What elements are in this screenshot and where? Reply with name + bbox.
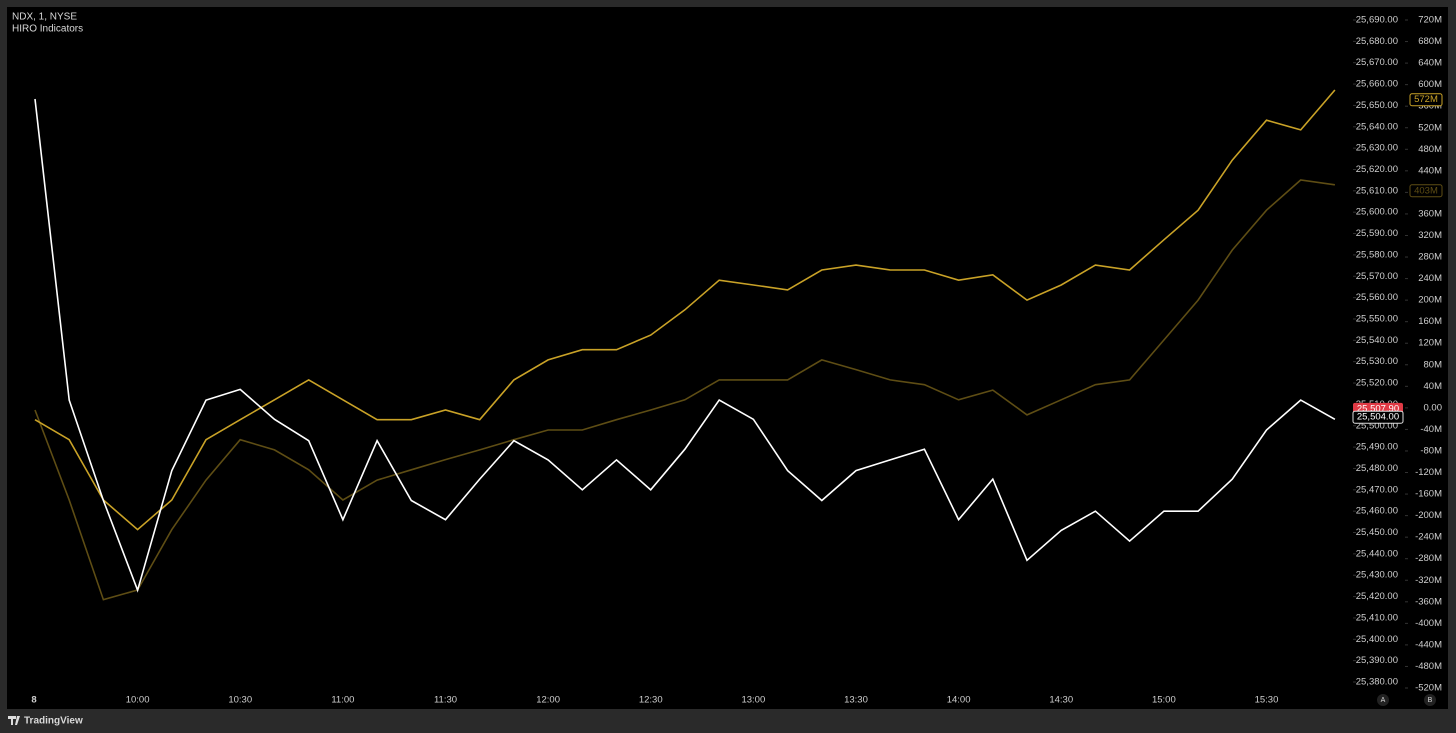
y-tick-label: 25,450.00 — [1356, 527, 1398, 538]
x-tick-label: 11:30 — [434, 695, 457, 706]
y-tick-label: 25,650.00 — [1356, 100, 1398, 111]
y-tick-label: 25,570.00 — [1356, 271, 1398, 282]
y2-tick-label: 520M — [1418, 122, 1442, 133]
y2-tick-label: 600M — [1418, 79, 1442, 90]
y-tick-label: 25,500.00 — [1356, 420, 1398, 431]
chart-area — [7, 7, 1448, 709]
price-line-label: 25,504.00 — [1357, 412, 1399, 423]
y-tick-label: 25,490.00 — [1356, 442, 1398, 453]
y-tick-label: 25,680.00 — [1356, 36, 1398, 47]
y2-tick-label: 720M — [1418, 15, 1442, 26]
price-line-box — [1352, 410, 1404, 424]
y2-tick-label: 0.00 — [1424, 402, 1443, 413]
series-line — [34, 179, 1336, 601]
x-tick-label: 13:00 — [741, 695, 765, 706]
y-tick-label: 25,460.00 — [1356, 506, 1398, 517]
y-tick-label: 25,540.00 — [1356, 335, 1398, 346]
x-tick-label: 12:00 — [536, 695, 560, 706]
y2-tick-label: 120M — [1418, 338, 1442, 349]
series-line — [34, 89, 1336, 531]
y-tick-label: 25,410.00 — [1356, 612, 1398, 623]
y-tick-label: 25,560.00 — [1356, 292, 1398, 303]
y2-tick-label: -480M — [1415, 661, 1442, 672]
last-value-label: 25,507.90 — [1357, 403, 1399, 414]
y-tick-label: 25,670.00 — [1356, 57, 1398, 68]
y-tick-label: 25,400.00 — [1356, 634, 1398, 645]
brand[interactable]: TradingView — [24, 716, 83, 727]
x-tick-label: 10:30 — [228, 695, 252, 706]
date-label: 8 — [31, 695, 36, 706]
y2-tick-label: 80M — [1424, 359, 1443, 370]
y-tick-label: 25,620.00 — [1356, 164, 1398, 175]
footer-bar — [0, 709, 1456, 733]
y-tick-label: 25,480.00 — [1356, 463, 1398, 474]
y-tick-label: 25,420.00 — [1356, 591, 1398, 602]
y2-tick-label: 160M — [1418, 316, 1442, 327]
y2-tick-label: 40M — [1424, 381, 1443, 392]
y2-tick-label: 240M — [1418, 273, 1442, 284]
x-tick-label: 13:30 — [844, 695, 868, 706]
y-tick-label: 25,470.00 — [1356, 484, 1398, 495]
y-tick-label: 25,440.00 — [1356, 548, 1398, 559]
y-tick-label: 25,590.00 — [1356, 228, 1398, 239]
last-value-box — [1409, 93, 1443, 107]
y-tick-label: 25,600.00 — [1356, 207, 1398, 218]
last-value-box — [1409, 184, 1443, 198]
y2-tick-label: 320M — [1418, 230, 1442, 241]
y2-tick-label: 680M — [1418, 36, 1442, 47]
y2-tick-label: 640M — [1418, 58, 1442, 69]
y2-tick-label: -440M — [1415, 639, 1442, 650]
y-tick-label: 25,520.00 — [1356, 378, 1398, 389]
y2-tick-label: -400M — [1415, 618, 1442, 629]
x-tick-label: 14:30 — [1049, 695, 1073, 706]
y2-tick-label: -280M — [1415, 553, 1442, 564]
y2-tick-label: -320M — [1415, 575, 1442, 586]
y-tick-label: 25,690.00 — [1356, 15, 1398, 26]
x-tick-label: 11:00 — [331, 695, 354, 706]
y2-tick-label: 280M — [1418, 252, 1442, 263]
y2-tick-label: -120M — [1415, 467, 1442, 478]
button-bg[interactable] — [1377, 694, 1389, 706]
y2-tick-label: -200M — [1415, 510, 1442, 521]
last-value-label: 403M — [1414, 185, 1438, 196]
y2-tick-label: 200M — [1418, 295, 1442, 306]
x-tick-label: 10:00 — [126, 695, 150, 706]
y-tick-label: 25,380.00 — [1356, 677, 1398, 688]
y2-tick-label: 480M — [1418, 144, 1442, 155]
button-bg[interactable] — [1424, 694, 1436, 706]
y2-tick-label: -80M — [1420, 445, 1442, 456]
y-tick-label: 25,430.00 — [1356, 570, 1398, 581]
y2-tick-label: -240M — [1415, 532, 1442, 543]
y2-tick-label: -520M — [1415, 683, 1442, 694]
y2-tick-label: -40M — [1420, 424, 1442, 435]
y2-tick-label: -160M — [1415, 489, 1442, 500]
last-value-label: 572M — [1414, 94, 1438, 105]
tv-logo — [8, 716, 20, 725]
series-line — [34, 98, 1336, 593]
y-tick-label: 25,610.00 — [1356, 185, 1398, 196]
x-tick-label: 15:00 — [1152, 695, 1176, 706]
button-b[interactable]: B — [1428, 697, 1433, 704]
indicator-label: HIRO Indicators — [12, 24, 83, 35]
y2-tick-label: 360M — [1418, 208, 1442, 219]
button-a[interactable]: A — [1381, 697, 1386, 704]
y-tick-label: 25,390.00 — [1356, 655, 1398, 666]
y-tick-label: 25,580.00 — [1356, 249, 1398, 260]
y-tick-label: 25,530.00 — [1356, 356, 1398, 367]
y2-tick-label: -360M — [1415, 596, 1442, 607]
x-tick-label: 14:00 — [947, 695, 971, 706]
x-tick-label: 12:30 — [639, 695, 663, 706]
y-tick-label: 25,640.00 — [1356, 121, 1398, 132]
y-tick-label: 25,660.00 — [1356, 79, 1398, 90]
y-tick-label: 25,630.00 — [1356, 143, 1398, 154]
y-tick-label: 25,550.00 — [1356, 313, 1398, 324]
x-tick-label: 15:30 — [1255, 695, 1279, 706]
y2-tick-label: 440M — [1418, 165, 1442, 176]
symbol-label: NDX, 1, NYSE — [12, 12, 77, 23]
